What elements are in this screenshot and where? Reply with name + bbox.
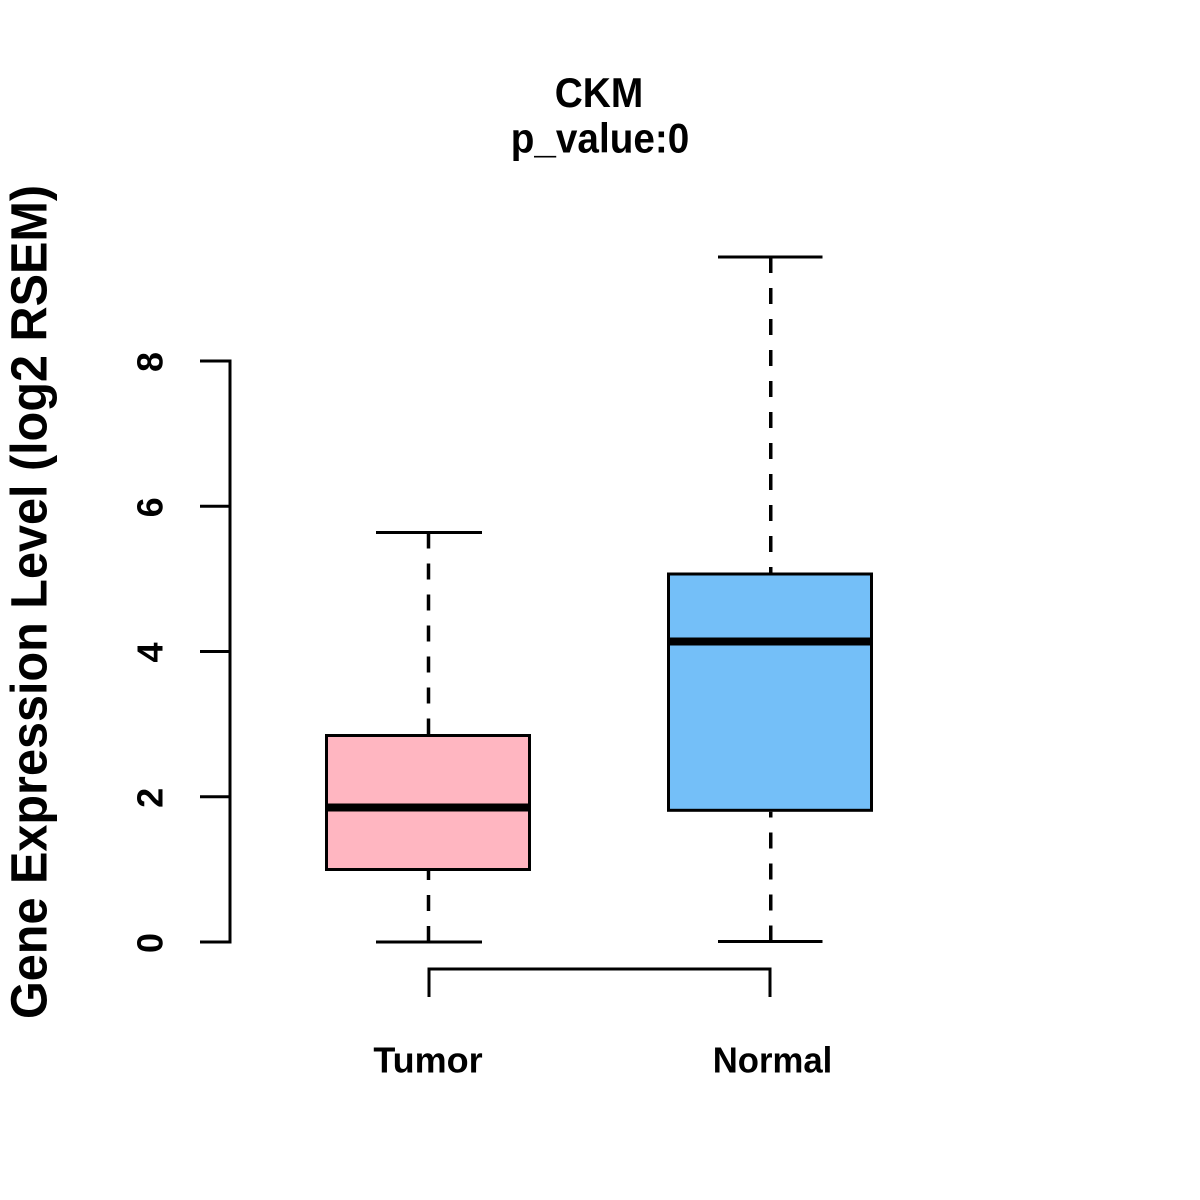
svg-text:CKM: CKM <box>555 69 644 116</box>
svg-text:0: 0 <box>130 933 171 953</box>
svg-text:8: 8 <box>130 352 171 372</box>
svg-text:Normal: Normal <box>713 1040 833 1081</box>
svg-text:2: 2 <box>130 788 171 808</box>
svg-text:Tumor: Tumor <box>373 1040 482 1081</box>
svg-text:Gene Expression Level (log2 RS: Gene Expression Level (log2 RSEM) <box>0 185 57 1019</box>
svg-text:6: 6 <box>130 497 171 517</box>
svg-text:4: 4 <box>130 642 171 662</box>
svg-text:p_value:0: p_value:0 <box>511 115 690 162</box>
